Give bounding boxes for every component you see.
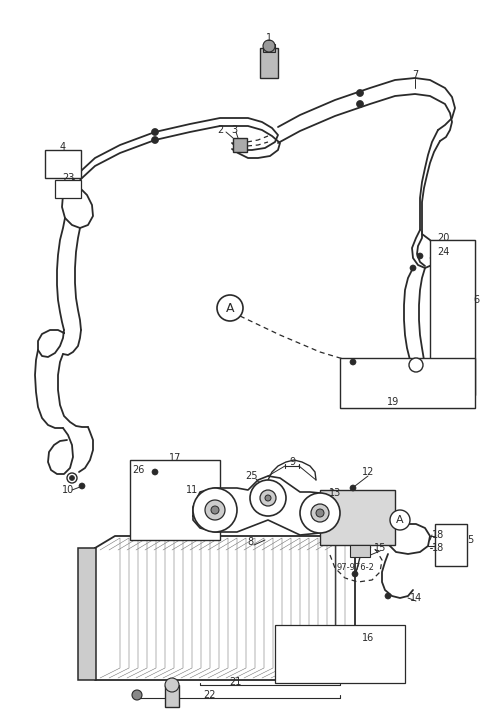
Text: 11: 11 bbox=[186, 485, 198, 495]
Circle shape bbox=[152, 469, 158, 475]
Circle shape bbox=[409, 358, 423, 372]
Text: 24: 24 bbox=[437, 247, 449, 257]
Circle shape bbox=[265, 495, 271, 501]
Circle shape bbox=[390, 510, 410, 530]
Text: 17: 17 bbox=[169, 453, 181, 463]
Text: 10: 10 bbox=[62, 485, 74, 495]
Circle shape bbox=[205, 500, 225, 520]
Circle shape bbox=[311, 504, 329, 522]
Text: 15: 15 bbox=[374, 543, 386, 553]
Text: 6: 6 bbox=[474, 295, 480, 305]
Bar bbox=[55, 180, 81, 198]
Circle shape bbox=[152, 137, 158, 144]
Bar bbox=[233, 138, 247, 152]
Bar bbox=[263, 44, 275, 52]
Circle shape bbox=[300, 493, 340, 533]
Text: A: A bbox=[226, 301, 234, 314]
Text: 2: 2 bbox=[217, 125, 223, 135]
Text: 4: 4 bbox=[60, 142, 66, 152]
Text: 25: 25 bbox=[246, 471, 258, 481]
Circle shape bbox=[350, 485, 356, 491]
Circle shape bbox=[165, 678, 179, 692]
Text: 13: 13 bbox=[329, 488, 341, 498]
Text: 16: 16 bbox=[362, 633, 374, 643]
Circle shape bbox=[152, 129, 158, 136]
Bar bbox=[340, 358, 475, 408]
Circle shape bbox=[132, 690, 142, 700]
Text: 12: 12 bbox=[362, 467, 374, 477]
Circle shape bbox=[357, 90, 363, 97]
Circle shape bbox=[70, 476, 74, 481]
Circle shape bbox=[211, 506, 219, 514]
Circle shape bbox=[79, 483, 85, 489]
Text: 18: 18 bbox=[432, 543, 444, 553]
Text: A: A bbox=[396, 515, 404, 525]
Text: 26: 26 bbox=[132, 465, 144, 475]
Bar bbox=[350, 545, 370, 557]
Circle shape bbox=[417, 253, 423, 259]
Circle shape bbox=[350, 359, 356, 365]
Text: 23: 23 bbox=[62, 173, 74, 183]
Text: 14: 14 bbox=[410, 593, 422, 603]
Bar bbox=[130, 460, 220, 540]
Text: 22: 22 bbox=[204, 690, 216, 700]
Circle shape bbox=[250, 480, 286, 516]
Circle shape bbox=[260, 490, 276, 506]
Circle shape bbox=[352, 571, 358, 577]
Circle shape bbox=[316, 509, 324, 517]
Bar bbox=[275, 625, 405, 683]
Text: 7: 7 bbox=[412, 70, 418, 80]
Bar bbox=[430, 240, 475, 395]
Circle shape bbox=[67, 473, 77, 483]
Circle shape bbox=[193, 488, 237, 532]
Bar bbox=[260, 48, 278, 78]
Circle shape bbox=[263, 40, 275, 52]
Text: 21: 21 bbox=[229, 677, 241, 687]
Bar bbox=[435, 524, 467, 566]
Text: 20: 20 bbox=[437, 233, 449, 243]
Text: 5: 5 bbox=[467, 535, 473, 545]
Circle shape bbox=[385, 593, 391, 599]
Text: 19: 19 bbox=[387, 397, 399, 407]
Bar bbox=[78, 548, 96, 680]
Circle shape bbox=[357, 100, 363, 107]
Text: 3: 3 bbox=[231, 125, 237, 135]
Bar bbox=[320, 490, 395, 545]
Bar bbox=[165, 685, 179, 707]
Bar bbox=[45, 150, 81, 178]
Circle shape bbox=[217, 295, 243, 321]
Text: 1: 1 bbox=[266, 33, 272, 43]
Circle shape bbox=[410, 265, 416, 271]
Text: 8: 8 bbox=[247, 537, 253, 547]
Text: 18: 18 bbox=[432, 530, 444, 540]
Text: 9: 9 bbox=[289, 457, 295, 467]
Text: 97-976-2: 97-976-2 bbox=[336, 564, 374, 572]
